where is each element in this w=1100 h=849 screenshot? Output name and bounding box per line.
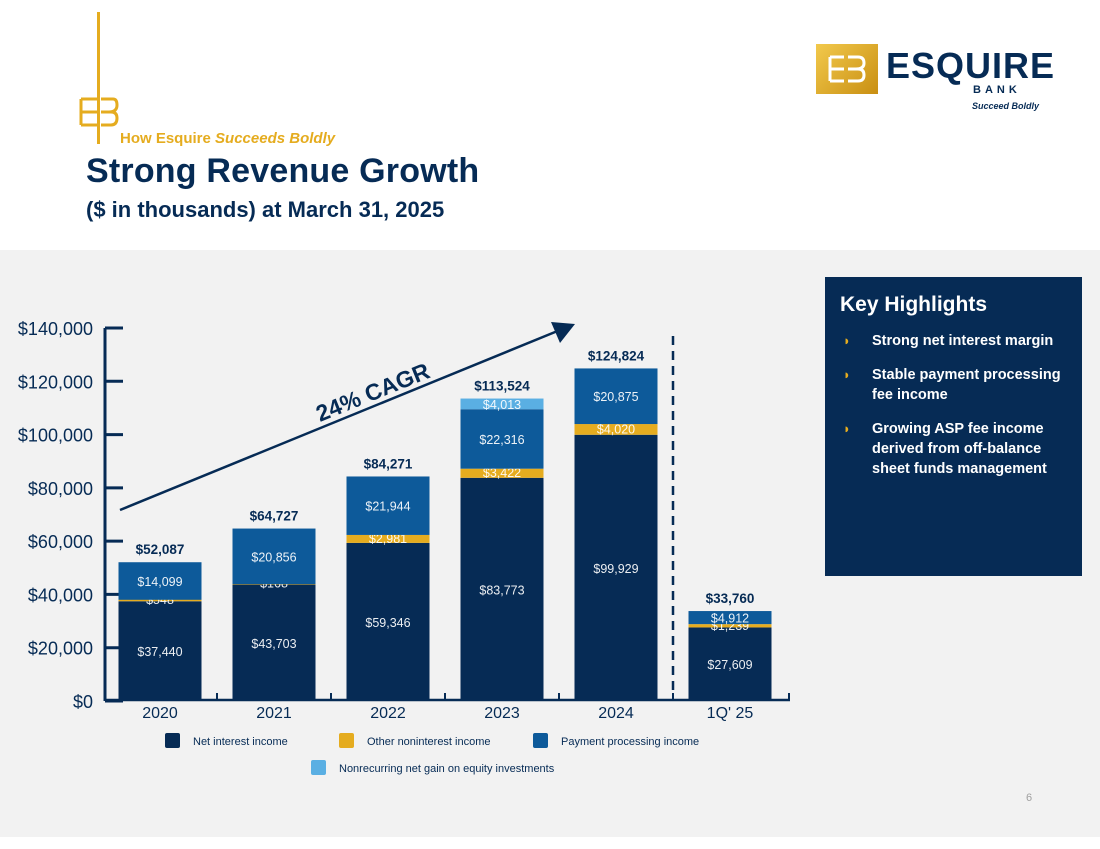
bar-total-label: $33,760 <box>706 591 755 606</box>
y-tick-label: $60,000 <box>28 532 93 552</box>
x-tick-label: 2023 <box>484 705 520 722</box>
highlights-title: Key Highlights <box>840 293 988 316</box>
highlight-item: ◗ Strong net interest margin <box>840 331 1072 351</box>
y-tick-label: $140,000 <box>18 319 93 339</box>
bar-segment <box>118 601 202 701</box>
data-label: $27,609 <box>707 658 752 672</box>
page-title: Strong Revenue Growth <box>86 152 480 190</box>
cagr-annotation: 24% CAGR <box>312 357 433 426</box>
key-highlights-panel: Key Highlights ◗ Strong net interest marg… <box>825 277 1082 576</box>
data-label: $22,316 <box>479 433 524 447</box>
revenue-chart: $0 $20,000 $40,000 $60,000 $80,000 $100,000 $1… <box>18 319 790 775</box>
data-label: $14,099 <box>137 575 182 589</box>
bar-total-label: $113,524 <box>474 379 530 394</box>
y-tick-label: $100,000 <box>18 426 93 446</box>
highlights-list: ◗ Strong net interest margin ◗ Stable paym… <box>840 331 1072 493</box>
logo-word: ESQUIRE <box>886 45 1056 86</box>
highlight-item: ◗ Stable payment processing fee income <box>840 365 1072 405</box>
bar-segment <box>460 477 544 701</box>
legend-label: Payment processing income <box>561 736 699 748</box>
y-tick-label: $120,000 <box>18 372 93 392</box>
data-label: $3,422 <box>483 466 521 480</box>
x-tick-label: 2022 <box>370 705 406 722</box>
bullet-icon: ◗ <box>843 333 851 348</box>
bar-segment <box>346 542 430 701</box>
legend-swatch <box>311 760 326 775</box>
bar-segment <box>118 562 202 600</box>
logo-mark-icon <box>816 44 878 94</box>
highlight-text: Strong net interest margin <box>872 333 1054 349</box>
bar-segment <box>460 398 544 410</box>
bar-segment <box>574 368 658 425</box>
bar-segment <box>574 434 658 701</box>
esquire-logo: ESQUIRE BANK Succeed Boldly <box>816 44 1054 114</box>
kicker-prefix: How Esquire <box>120 130 211 147</box>
bullet-icon: ◗ <box>843 367 851 382</box>
data-label: $83,773 <box>479 583 524 597</box>
logo-tagline: Succeed Boldly <box>972 101 1040 111</box>
legend-swatch <box>339 733 354 748</box>
y-tick-label: $80,000 <box>28 479 93 499</box>
bar-segment <box>118 598 202 602</box>
kicker-text: How Esquire Succeeds Boldly <box>120 130 335 147</box>
y-tick-label: $0 <box>73 692 93 712</box>
legend-label: Net interest income <box>193 736 288 748</box>
bullet-icon: ◗ <box>843 421 851 436</box>
page-number: 6 <box>1026 792 1033 804</box>
data-label: $4,013 <box>483 398 521 412</box>
highlight-item: ◗ Growing ASP fee income derived from off… <box>840 419 1072 479</box>
bar-segment <box>688 627 772 701</box>
data-label: $43,703 <box>251 637 296 651</box>
x-tick-label: 2021 <box>256 705 292 722</box>
bar-segment <box>460 409 544 469</box>
cagr-arrow-line <box>119 328 561 512</box>
page-subtitle: ($ in thousands) at March 31, 2025 <box>86 197 445 222</box>
bar-segment <box>688 624 772 628</box>
bar-segment <box>232 528 316 585</box>
y-tick-label: $20,000 <box>28 639 93 659</box>
x-tick-label: 2024 <box>598 705 634 722</box>
bar-segment <box>346 534 430 543</box>
data-label: $4,020 <box>597 422 635 436</box>
header-band <box>0 0 1100 250</box>
highlight-text: Stable payment processing fee income <box>872 367 1061 403</box>
legend-swatch <box>533 733 548 748</box>
bar-segment <box>232 584 316 701</box>
data-label: $2,981 <box>369 532 407 546</box>
data-label: $37,440 <box>137 645 182 659</box>
x-tick-label: 2020 <box>142 705 178 722</box>
gold-accent-line <box>97 12 100 144</box>
data-label: $20,856 <box>251 550 296 564</box>
bar-segment <box>460 468 544 478</box>
data-label: $59,346 <box>365 616 410 630</box>
bar-segment <box>346 476 430 535</box>
kicker-italic: Succeeds Boldly <box>215 130 336 147</box>
bar-total-label: $52,087 <box>136 542 185 557</box>
bar-total-label: $124,824 <box>588 348 645 363</box>
y-tick-label: $40,000 <box>28 585 93 605</box>
x-tick-label: 1Q' 25 <box>707 705 754 722</box>
bar-total-label: $84,271 <box>364 456 413 471</box>
bar-total-label: $64,727 <box>250 509 299 524</box>
eb-monogram-icon <box>79 97 119 127</box>
cagr-arrowhead-icon <box>551 322 575 343</box>
data-label: $99,929 <box>593 562 638 576</box>
data-label: $4,912 <box>711 612 749 626</box>
legend-label: Other noninterest income <box>367 736 491 748</box>
legend-swatch <box>165 733 180 748</box>
bar-segment <box>688 611 772 625</box>
legend-label: Nonrecurring net gain on equity investme… <box>339 763 555 775</box>
data-label: $20,875 <box>593 390 638 404</box>
logo-bank: BANK <box>973 84 1021 96</box>
bar-segment <box>574 424 658 435</box>
data-label: $21,944 <box>365 500 410 514</box>
highlight-text: Growing ASP fee income derived from off-… <box>872 421 1047 477</box>
